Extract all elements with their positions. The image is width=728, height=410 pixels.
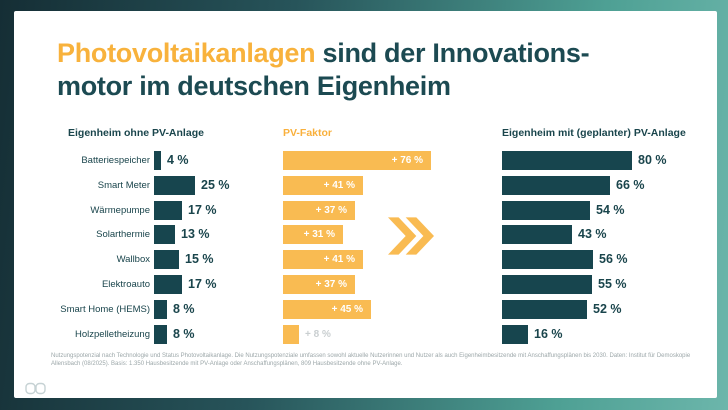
category-label: Wallbox bbox=[116, 254, 150, 265]
value-label-ohne-pv: 15 % bbox=[185, 252, 214, 266]
value-label-ohne-pv: 4 % bbox=[167, 153, 189, 167]
value-label-mit-pv: 43 % bbox=[578, 227, 607, 241]
brand-logo bbox=[25, 382, 46, 395]
bar-ohne-pv bbox=[154, 151, 161, 170]
category-label: Holzpelletheizung bbox=[75, 329, 150, 340]
page-title: Photovoltaikanlagen sind der Innovations… bbox=[57, 37, 687, 103]
bar-mit-pv bbox=[502, 275, 592, 294]
bar-ohne-pv bbox=[154, 250, 179, 269]
category-label: Batteriespeicher bbox=[81, 155, 150, 166]
double-chevron-right-icon bbox=[388, 217, 434, 255]
bar-mit-pv bbox=[502, 176, 610, 195]
title-line2: motor im deutschen Eigenheim bbox=[57, 71, 451, 101]
category-label: Elektroauto bbox=[101, 279, 150, 290]
value-label-pv-faktor: + 41 % bbox=[323, 254, 355, 265]
bar-mit-pv bbox=[502, 325, 528, 344]
bar-pv-faktor bbox=[283, 325, 299, 344]
value-label-mit-pv: 55 % bbox=[598, 277, 627, 291]
category-label: Solarthermie bbox=[96, 229, 150, 240]
bar-pv-faktor: + 41 % bbox=[283, 176, 363, 195]
value-label-mit-pv: 16 % bbox=[534, 327, 563, 341]
title-highlight: Photovoltaikanlagen bbox=[57, 38, 316, 68]
bar-pv-faktor: + 37 % bbox=[283, 275, 355, 294]
bar-mit-pv bbox=[502, 250, 593, 269]
bar-ohne-pv bbox=[154, 300, 167, 319]
bar-ohne-pv bbox=[154, 201, 182, 220]
category-label: Wärmepumpe bbox=[90, 205, 150, 216]
value-label-pv-faktor: + 41 % bbox=[323, 180, 355, 191]
bar-ohne-pv bbox=[154, 225, 175, 244]
value-label-mit-pv: 80 % bbox=[638, 153, 667, 167]
bar-ohne-pv bbox=[154, 325, 167, 344]
bar-mit-pv bbox=[502, 300, 587, 319]
column-header-mit-pv: Eigenheim mit (geplanter) PV-Anlage bbox=[502, 127, 686, 139]
bar-ohne-pv bbox=[154, 275, 182, 294]
bar-ohne-pv bbox=[154, 176, 195, 195]
value-label-pv-faktor: + 8 % bbox=[305, 329, 331, 340]
value-label-pv-faktor: + 37 % bbox=[315, 205, 347, 216]
bar-pv-faktor: + 76 % bbox=[283, 151, 431, 170]
value-label-mit-pv: 54 % bbox=[596, 203, 625, 217]
column-header-ohne-pv: Eigenheim ohne PV-Anlage bbox=[68, 127, 204, 139]
value-label-ohne-pv: 8 % bbox=[173, 327, 195, 341]
bar-pv-faktor: + 37 % bbox=[283, 201, 355, 220]
category-label: Smart Meter bbox=[97, 180, 150, 191]
category-label: Smart Home (HEMS) bbox=[60, 304, 150, 315]
value-label-mit-pv: 52 % bbox=[593, 302, 622, 316]
bar-mit-pv bbox=[502, 151, 632, 170]
value-label-pv-faktor: + 37 % bbox=[315, 279, 347, 290]
value-label-pv-faktor: + 31 % bbox=[303, 229, 335, 240]
bar-pv-faktor: + 41 % bbox=[283, 250, 363, 269]
bar-pv-faktor: + 45 % bbox=[283, 300, 371, 319]
value-label-ohne-pv: 13 % bbox=[181, 227, 210, 241]
column-header-pv-faktor: PV-Faktor bbox=[283, 127, 333, 139]
value-label-mit-pv: 56 % bbox=[599, 252, 628, 266]
bar-mit-pv bbox=[502, 201, 590, 220]
value-label-ohne-pv: 17 % bbox=[188, 277, 217, 291]
value-label-pv-faktor: + 45 % bbox=[331, 304, 363, 315]
bar-mit-pv bbox=[502, 225, 572, 244]
bar-pv-faktor: + 31 % bbox=[283, 225, 343, 244]
source-note: Nutzungspotenzial nach Technologie und S… bbox=[51, 353, 691, 367]
value-label-pv-faktor: + 76 % bbox=[391, 155, 423, 166]
value-label-ohne-pv: 25 % bbox=[201, 178, 230, 192]
value-label-ohne-pv: 17 % bbox=[188, 203, 217, 217]
title-line1-rest: sind der Innovations- bbox=[315, 38, 590, 68]
infographic-card: Photovoltaikanlagen sind der Innovations… bbox=[14, 11, 717, 398]
value-label-ohne-pv: 8 % bbox=[173, 302, 195, 316]
value-label-mit-pv: 66 % bbox=[616, 178, 645, 192]
